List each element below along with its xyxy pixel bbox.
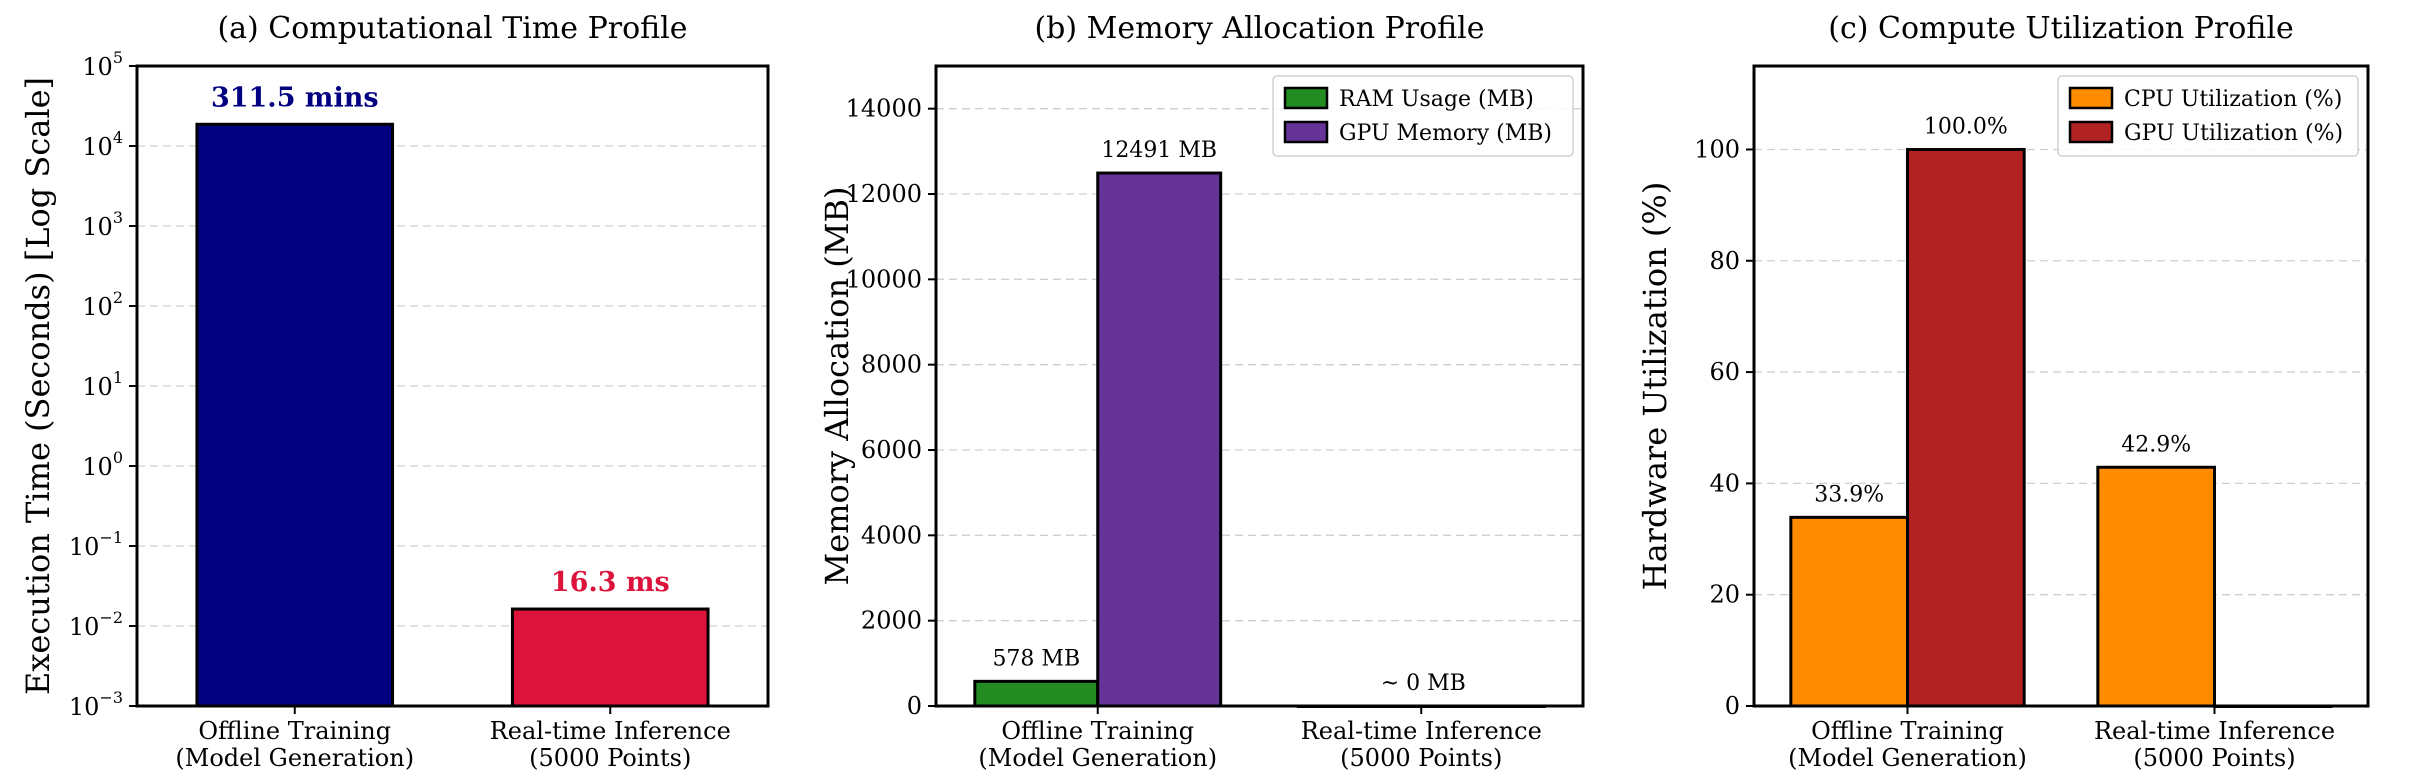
bar-value-label: 16.3 ms bbox=[551, 567, 670, 598]
bar bbox=[510, 607, 710, 708]
y-axis-label: Hardware Utilization (%) bbox=[1636, 182, 1674, 591]
bar-value-label: ~ 0 MB bbox=[1381, 671, 1466, 696]
x-tick-label: Real-time Inference bbox=[490, 717, 731, 745]
y-tick-label: 0 bbox=[1725, 692, 1740, 720]
y-tick-label: 100 bbox=[1694, 135, 1740, 163]
bar bbox=[973, 679, 1100, 708]
y-tick-label: 105 bbox=[82, 48, 123, 81]
x-tick-label: Offline Training bbox=[1811, 717, 2004, 745]
y-tick-label: 10000 bbox=[846, 265, 922, 293]
y-tick-label: 12000 bbox=[846, 180, 922, 208]
legend-label: RAM Usage (MB) bbox=[1339, 87, 1534, 112]
bar bbox=[1906, 147, 2026, 708]
legend: RAM Usage (MB) GPU Memory (MB) bbox=[1272, 75, 1574, 157]
chart-panel-c: (c) Compute Utilization Profile Hardware … bbox=[1636, 11, 2370, 772]
y-tick-label: 101 bbox=[82, 368, 123, 401]
bar-value-label: 33.9% bbox=[1814, 482, 1884, 507]
x-tick-label: (5000 Points) bbox=[529, 744, 691, 772]
x-tick-label: (Model Generation) bbox=[978, 744, 1217, 772]
x-tick-label: Offline Training bbox=[198, 717, 391, 745]
bar-value-label: 100.0% bbox=[1924, 114, 2008, 139]
legend-swatch bbox=[2068, 86, 2114, 110]
y-tick-label: 2000 bbox=[861, 607, 922, 635]
y-tick-label: 40 bbox=[1709, 469, 1740, 497]
y-axis-label: Memory Allocation (MB) bbox=[818, 186, 856, 585]
bar bbox=[1096, 171, 1223, 708]
chart-title: (b) Memory Allocation Profile bbox=[1034, 11, 1484, 46]
y-tick-label: 10−1 bbox=[69, 528, 123, 561]
y-tick-label: 103 bbox=[82, 208, 123, 241]
y-tick-label: 0 bbox=[907, 692, 922, 720]
bar-value-label: 42.9% bbox=[2121, 432, 2191, 457]
y-tick-label: 4000 bbox=[861, 521, 922, 549]
chart-title: (c) Compute Utilization Profile bbox=[1828, 11, 2293, 46]
y-tick-label: 104 bbox=[82, 128, 123, 161]
y-tick-label: 102 bbox=[82, 288, 123, 321]
plot-frame bbox=[135, 64, 770, 708]
y-tick-label: 80 bbox=[1709, 247, 1740, 275]
x-tick-label: Offline Training bbox=[1001, 717, 1194, 745]
bar bbox=[2096, 465, 2217, 708]
x-tick-label: Real-time Inference bbox=[2094, 717, 2335, 745]
chart-title: (a) Computational Time Profile bbox=[217, 11, 687, 46]
y-tick-label: 20 bbox=[1709, 581, 1740, 609]
x-tick-label: (5000 Points) bbox=[2133, 744, 2295, 772]
bar-value-label: 12491 MB bbox=[1101, 138, 1217, 163]
y-axis-label: Execution Time (Seconds) [Log Scale] bbox=[19, 77, 57, 695]
plot-frame bbox=[1752, 64, 2370, 708]
x-tick-label: (5000 Points) bbox=[1340, 744, 1502, 772]
chart-panel-b: (b) Memory Allocation Profile Memory Allo… bbox=[818, 11, 1585, 772]
legend-label: GPU Utilization (%) bbox=[2124, 121, 2343, 146]
legend-box bbox=[2057, 75, 2359, 157]
y-tick-label: 8000 bbox=[861, 351, 922, 379]
legend-swatch bbox=[2068, 120, 2114, 144]
y-tick-label: 10−3 bbox=[69, 688, 123, 721]
bar bbox=[1789, 515, 1909, 708]
bar-value-label: 578 MB bbox=[992, 646, 1080, 671]
legend-swatch bbox=[1283, 86, 1329, 110]
x-tick-label: (Model Generation) bbox=[1788, 744, 2027, 772]
bar-value-label: 311.5 mins bbox=[211, 82, 379, 113]
legend-swatch bbox=[1283, 120, 1329, 144]
legend: CPU Utilization (%) GPU Utilization (%) bbox=[2057, 75, 2359, 157]
x-tick-label: (Model Generation) bbox=[175, 744, 414, 772]
x-tick-label: Real-time Inference bbox=[1301, 717, 1542, 745]
legend-label: CPU Utilization (%) bbox=[2124, 87, 2342, 112]
plot-frame bbox=[934, 64, 1585, 708]
legend-label: GPU Memory (MB) bbox=[1339, 121, 1552, 146]
y-tick-label: 60 bbox=[1709, 358, 1740, 386]
y-tick-label: 14000 bbox=[846, 95, 922, 123]
y-tick-label: 10−2 bbox=[69, 608, 123, 641]
y-tick-label: 6000 bbox=[861, 436, 922, 464]
chart-panel-a: (a) Computational Time Profile Execution … bbox=[19, 11, 770, 772]
bar bbox=[195, 122, 395, 708]
legend-box bbox=[1272, 75, 1574, 157]
y-tick-label: 100 bbox=[82, 448, 123, 481]
